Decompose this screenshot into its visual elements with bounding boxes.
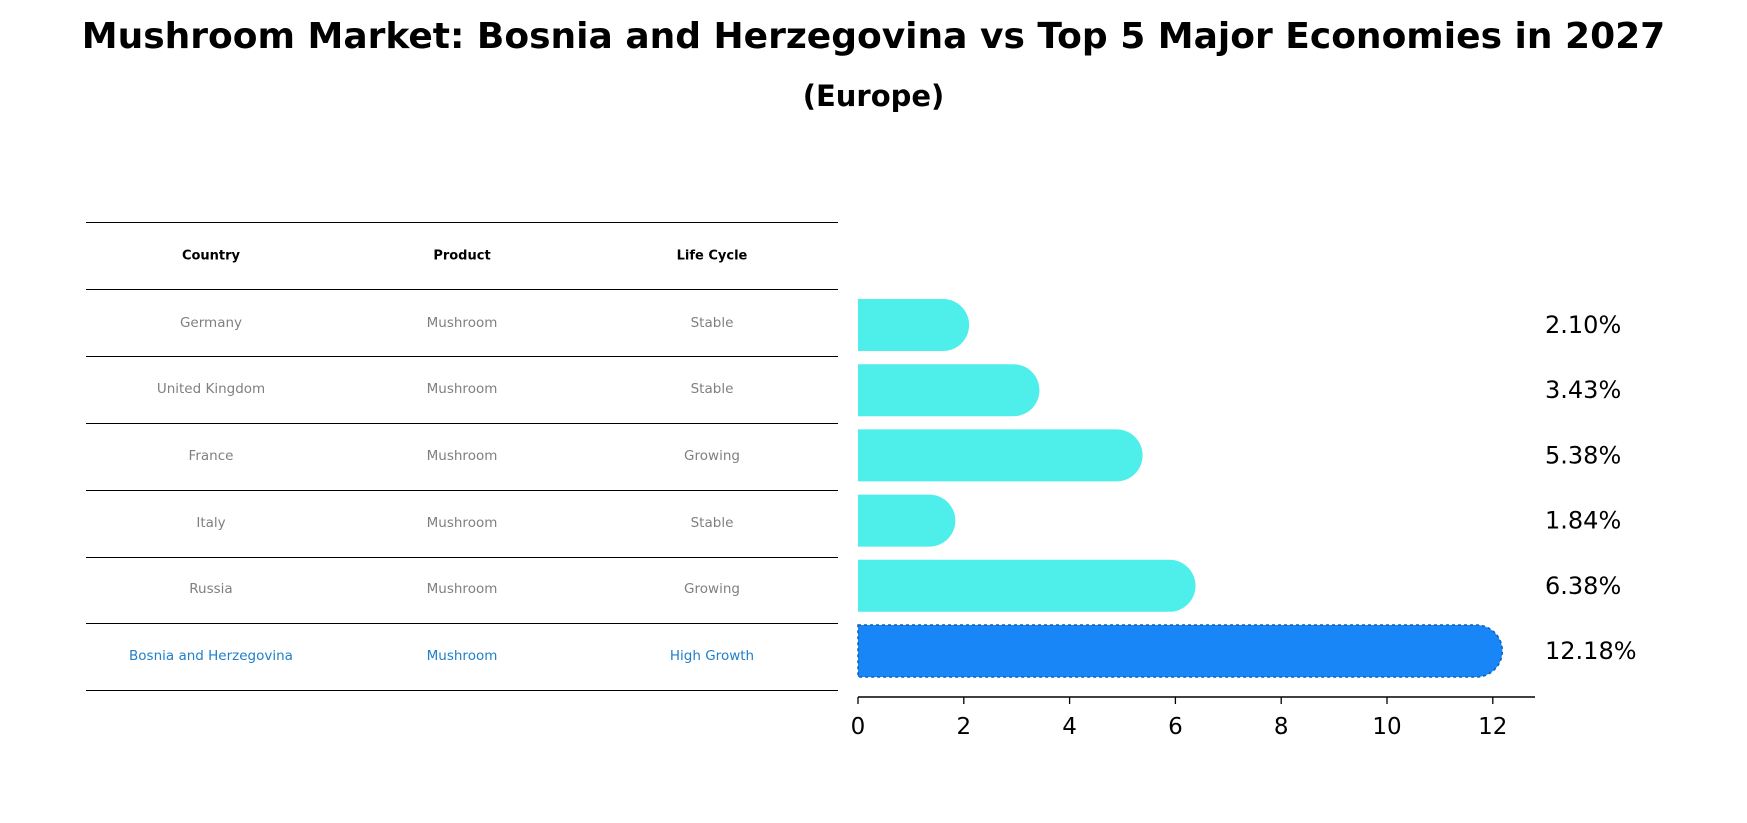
bar	[858, 494, 956, 547]
bar	[858, 299, 970, 351]
x-tick-label: 8	[1274, 714, 1289, 740]
table-cell-country: Italy	[196, 515, 226, 531]
bar-highlight	[857, 624, 1504, 678]
table-cell-life-cycle: Stable	[690, 381, 734, 397]
table-cell-life-cycle: Stable	[690, 515, 734, 531]
table-cell-product-highlight: Mushroom	[426, 648, 498, 664]
table-rule	[86, 289, 838, 290]
chart-title: Mushroom Market: Bosnia and Herzegovina …	[81, 16, 1666, 57]
value-label: 3.43%	[1545, 376, 1621, 404]
value-label: 5.38%	[1545, 441, 1621, 469]
x-tick-label: 10	[1372, 714, 1401, 740]
bar	[858, 429, 1143, 482]
bar	[858, 559, 1196, 612]
table-header-life-cycle: Life Cycle	[676, 248, 748, 264]
table-cell-country-highlight: Bosnia and Herzegovina	[129, 648, 293, 664]
table-cell-life-cycle: Stable	[690, 315, 734, 331]
chart-subtitle: (Europe)	[802, 79, 945, 113]
table-cell-product: Mushroom	[426, 315, 498, 331]
x-tick-label: 0	[851, 714, 866, 740]
table-header-product: Product	[433, 248, 491, 264]
table-rule	[86, 222, 838, 223]
value-label: 2.10%	[1545, 311, 1621, 339]
table-cell-life-cycle: Growing	[684, 581, 740, 597]
table-cell-country: France	[188, 448, 234, 464]
table-cell-country: United Kingdom	[156, 381, 266, 397]
table-cell-country: Germany	[179, 315, 243, 331]
table-cell-product: Mushroom	[426, 581, 498, 597]
value-label: 12.18%	[1545, 637, 1637, 665]
value-label: 1.84%	[1545, 507, 1621, 535]
table-cell-product: Mushroom	[426, 381, 498, 397]
table-cell-product: Mushroom	[426, 448, 498, 464]
x-tick-label: 4	[1062, 714, 1077, 740]
table-cell-product: Mushroom	[426, 515, 498, 531]
table-rule	[86, 490, 838, 491]
table-rule	[86, 623, 838, 624]
table-rule	[86, 423, 838, 424]
table-cell-life-cycle-highlight: High Growth	[669, 648, 755, 664]
table-rule	[86, 557, 838, 558]
table-cell-country: Russia	[189, 581, 233, 597]
value-label: 6.38%	[1545, 572, 1621, 600]
table-header-country: Country	[181, 248, 241, 264]
bar	[858, 364, 1040, 417]
x-tick-label: 2	[956, 714, 971, 740]
x-tick-label: 12	[1478, 714, 1507, 740]
table-cell-life-cycle: Growing	[684, 448, 740, 464]
table-rule	[86, 356, 838, 357]
table-rule	[86, 690, 838, 691]
x-tick-label: 6	[1168, 714, 1183, 740]
